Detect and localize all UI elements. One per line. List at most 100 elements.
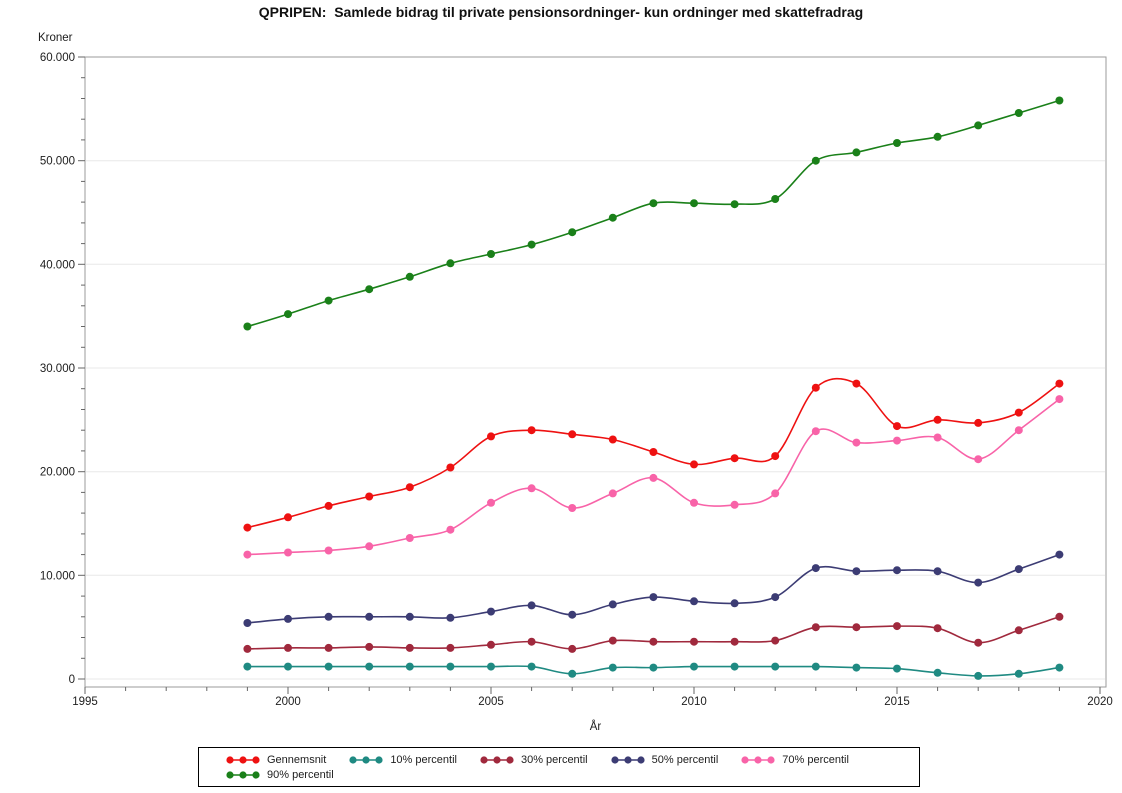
x-axis-title: År (589, 721, 602, 733)
data-point (1055, 663, 1064, 672)
data-point (690, 662, 698, 671)
data-point (811, 623, 820, 632)
data-point (852, 663, 861, 672)
data-point (771, 452, 780, 461)
data-point (649, 637, 658, 646)
data-point (243, 550, 252, 559)
data-point (405, 662, 414, 671)
data-point (405, 643, 414, 652)
data-point (365, 542, 374, 551)
data-point (771, 636, 780, 645)
data-point (893, 664, 901, 673)
data-point (649, 448, 658, 456)
data-point (527, 484, 536, 493)
data-point (771, 489, 780, 498)
x-tick-label: 2005 (478, 696, 504, 708)
data-point (933, 567, 942, 576)
data-point (974, 638, 983, 647)
data-point (527, 601, 536, 610)
data-point (1014, 669, 1023, 678)
data-point (1014, 109, 1023, 117)
x-tick-label: 2000 (275, 696, 301, 708)
legend-row-2: 90% percentil (225, 767, 911, 782)
data-point (243, 619, 252, 627)
line-marker-icon (480, 755, 514, 764)
data-point (405, 272, 414, 281)
data-point (568, 610, 577, 619)
data-point (1014, 565, 1023, 574)
data-point (324, 643, 333, 652)
data-point (811, 427, 820, 436)
data-point (1055, 96, 1064, 105)
line-marker-icon (226, 770, 260, 779)
legend-label: Gennemsnit (267, 753, 327, 766)
data-point (1014, 626, 1023, 635)
data-point (1055, 379, 1064, 388)
line-marker-icon (741, 755, 775, 764)
data-point (1014, 408, 1023, 417)
data-point (933, 624, 942, 633)
legend-label: 10% percentil (390, 753, 457, 766)
data-point (487, 607, 495, 616)
data-point (365, 285, 374, 294)
legend-entry-70-percentil: 70% percentil (740, 754, 849, 766)
data-point (527, 240, 536, 249)
y-tick-label: 20.000 (40, 467, 75, 479)
legend-label: 90% percentil (267, 768, 334, 781)
y-tick-label: 50.000 (40, 156, 75, 168)
data-point (487, 640, 495, 649)
data-point (893, 436, 901, 445)
data-point (608, 600, 617, 609)
y-tick-label: 30.000 (40, 363, 75, 375)
data-point (324, 296, 333, 305)
data-point (487, 250, 495, 258)
data-point (852, 438, 861, 447)
data-point (690, 498, 698, 507)
legend-row-1: Gennemsnit 10% percentil 30% percentil 5… (225, 752, 911, 767)
data-point (324, 612, 333, 621)
data-point (730, 500, 739, 509)
legend-entry-90-percentil: 90% percentil (225, 769, 334, 781)
data-point (1055, 395, 1064, 404)
data-point (852, 379, 861, 388)
data-point (974, 671, 983, 680)
data-point (608, 663, 617, 672)
data-point (568, 228, 577, 237)
chart-legend: Gennemsnit 10% percentil 30% percentil 5… (198, 747, 920, 787)
data-point (608, 636, 617, 645)
data-point (1055, 550, 1064, 559)
data-point (974, 418, 983, 427)
legend-entry-gennemsnit: Gennemsnit (225, 754, 326, 766)
data-point (405, 612, 414, 621)
data-point (649, 593, 658, 602)
data-point (771, 593, 780, 602)
data-point (527, 426, 536, 435)
data-point (974, 455, 983, 464)
data-point (324, 662, 333, 671)
data-point (690, 597, 698, 606)
data-point (608, 435, 617, 444)
data-point (324, 546, 333, 555)
legend-entry-50-percentil: 50% percentil (610, 754, 718, 766)
data-point (1014, 426, 1023, 435)
data-point (446, 525, 455, 534)
data-point (487, 498, 495, 507)
data-point (730, 599, 739, 608)
data-point (284, 310, 292, 319)
data-point (974, 578, 983, 587)
data-point (933, 415, 942, 424)
data-point (243, 523, 252, 532)
y-tick-label: 0 (69, 674, 75, 686)
data-point (649, 473, 658, 482)
data-point (568, 644, 577, 653)
data-point (405, 534, 414, 542)
data-point (690, 637, 698, 646)
data-point (730, 662, 739, 671)
series-line-3 (247, 553, 1060, 624)
data-point (852, 567, 861, 576)
data-point (893, 139, 901, 147)
data-point (324, 501, 333, 510)
data-point (649, 199, 658, 208)
data-point (568, 669, 577, 678)
line-marker-icon (611, 755, 645, 764)
